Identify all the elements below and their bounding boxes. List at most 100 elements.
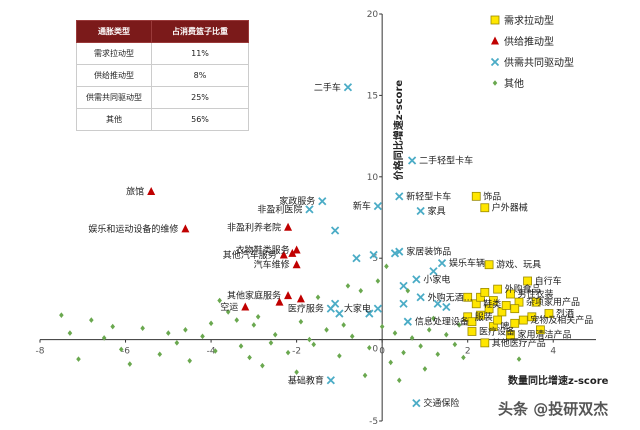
point-label: 其他汽车服务	[223, 249, 277, 261]
demand-point	[476, 310, 485, 320]
point-label: 汽车维修	[254, 259, 290, 271]
table-row: 供给推动型 8%	[76, 64, 249, 87]
other-point	[315, 294, 321, 301]
other-point	[345, 283, 351, 289]
other-point	[200, 333, 205, 340]
demand-point	[536, 325, 545, 335]
legend-label-both: 供需共同驱动型	[504, 56, 574, 69]
other-point	[238, 343, 244, 349]
other-point	[349, 333, 355, 340]
demand-point	[544, 309, 554, 318]
other-point	[341, 322, 346, 328]
demand-point	[471, 191, 481, 201]
demand-point	[488, 296, 498, 305]
other-point	[187, 357, 192, 364]
other-point	[268, 340, 274, 346]
y-tick-label: 15	[367, 91, 378, 101]
demand-point	[467, 317, 477, 327]
other-point	[89, 317, 94, 323]
other-point	[358, 287, 364, 294]
other-point	[431, 315, 436, 322]
other-point	[174, 340, 180, 346]
supply-point	[288, 248, 297, 257]
other-point	[324, 327, 329, 333]
table-cell-type: 其他	[76, 108, 152, 131]
demand-point	[506, 330, 515, 340]
both-point	[412, 275, 421, 284]
other-point	[251, 322, 257, 328]
point-label: 外购无酒…	[428, 291, 473, 303]
other-point	[127, 361, 133, 367]
other-point	[388, 359, 394, 366]
other-point	[444, 331, 449, 338]
demand-point	[510, 318, 520, 328]
both-point	[343, 83, 353, 92]
both-point	[330, 226, 340, 235]
legend-label-supply: 供给推动型	[504, 35, 554, 48]
other-point	[285, 349, 291, 356]
demand-point	[463, 292, 473, 302]
plot-points	[59, 83, 554, 408]
demand-point	[527, 312, 537, 322]
other-point	[225, 309, 231, 315]
both-point	[416, 206, 425, 216]
share-table-header-type: 通胀类型	[76, 20, 152, 43]
other-point	[294, 369, 299, 375]
table-cell-type: 供需共同驱动型	[76, 86, 152, 109]
y-tick-label: 5	[372, 254, 378, 264]
other-point	[217, 297, 222, 304]
other-point	[255, 314, 261, 320]
supply-point	[147, 186, 156, 195]
other-point	[118, 346, 124, 353]
point-label: 服装	[475, 311, 493, 323]
demand-point	[518, 315, 528, 325]
other-point	[208, 320, 214, 327]
supply-point	[296, 294, 305, 303]
table-cell-type: 需求拉动型	[76, 42, 152, 65]
supply-point	[181, 224, 190, 233]
point-label: 新车	[353, 200, 371, 212]
point-label: 家具	[428, 205, 446, 217]
point-label: 非盈利养老院	[227, 221, 281, 233]
point-label: 户外器械	[492, 202, 528, 214]
demand-point	[531, 297, 541, 307]
other-point	[379, 323, 385, 330]
demand-point	[501, 301, 511, 310]
demand-point	[480, 338, 490, 348]
other-point	[461, 354, 466, 361]
point-label: 小家电	[423, 273, 450, 285]
both-point	[433, 299, 442, 308]
y-tick-label: -5	[369, 417, 378, 427]
point-label: 家政服务	[279, 195, 315, 207]
x-tick-label: -2	[292, 347, 301, 357]
both-point	[437, 258, 447, 268]
both-point	[399, 281, 408, 291]
both-point	[399, 299, 408, 308]
other-point	[110, 323, 116, 330]
table-cell-type: 供给推动型	[76, 64, 152, 87]
point-label: 家居装饰品	[406, 246, 451, 258]
point-label: 啤	[500, 321, 509, 333]
other-point	[409, 335, 415, 341]
axes: -8 -6 -4 -2 0 2 4 -5 5 10 15 20 0	[36, 10, 596, 427]
point-label: 鞋类	[483, 298, 501, 310]
point-label: 娱乐和运动设备的维修	[88, 223, 178, 235]
x-tick-label: 2	[465, 347, 471, 357]
other-point	[516, 356, 522, 362]
share-table-header-row: 通胀类型 占消费篮子比重	[76, 20, 249, 43]
supply-point	[284, 222, 293, 231]
other-point	[307, 336, 312, 343]
point-label: 非盈利医院	[257, 203, 302, 215]
table-cell-share: 25%	[151, 86, 249, 109]
point-label: 杂项家用产品	[526, 296, 580, 308]
point-label: 二手车	[314, 81, 341, 93]
point-label: 男性衣装	[517, 288, 553, 300]
other-point	[67, 330, 73, 336]
demand-point	[480, 203, 490, 213]
both-point	[373, 304, 383, 313]
both-point	[352, 254, 361, 263]
point-label: 娱乐车辆	[449, 257, 485, 269]
both-point	[373, 201, 383, 211]
point-label: 医疗服务	[288, 303, 324, 315]
